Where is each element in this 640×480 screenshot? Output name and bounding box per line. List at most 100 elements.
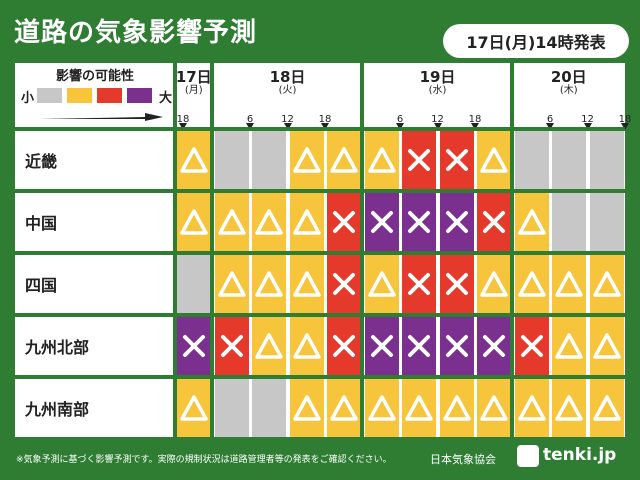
triangle-icon: [480, 271, 508, 297]
forecast-cell: [327, 131, 361, 189]
triangle-icon: [480, 395, 508, 421]
forecast-cell: [364, 255, 399, 313]
forecast-cell: [439, 379, 474, 437]
region-label: 中国: [15, 191, 175, 253]
triangle-icon: [480, 147, 508, 173]
legend-high-label: 大: [159, 91, 173, 106]
forecast-cell: [252, 255, 286, 313]
hour-label: 18: [468, 114, 482, 125]
forecast-cell: [214, 379, 249, 437]
forecast-cell: [477, 379, 511, 437]
forecast-cell: [552, 193, 586, 251]
forecast-cell: [514, 317, 549, 375]
hour-tick-icon: [283, 123, 292, 130]
page-title: 道路の気象影響予測: [14, 18, 258, 48]
forecast-cell: [477, 193, 511, 251]
legend-arrow-icon: [39, 113, 163, 121]
hour-label: 6: [396, 114, 404, 125]
triangle-icon: [180, 147, 208, 173]
row-divider: [15, 251, 625, 255]
forecast-cell: [514, 379, 549, 437]
triangle-icon: [292, 271, 321, 297]
forecast-cell: [477, 255, 511, 313]
region-label: 四国: [15, 253, 175, 315]
forecast-cell: [402, 193, 436, 251]
region-label: 九州北部: [15, 315, 175, 377]
forecast-cell: [177, 317, 211, 375]
cross-icon: [408, 273, 430, 295]
forecast-cell: [289, 379, 324, 437]
forecast-cell: [589, 131, 624, 189]
day-divider: [510, 63, 514, 441]
forecast-cell: [214, 193, 249, 251]
cross-icon: [333, 335, 355, 357]
cross-icon: [370, 211, 393, 233]
triangle-icon: [292, 333, 321, 359]
forecast-cell: [552, 379, 586, 437]
hour-label: 18: [318, 114, 332, 125]
triangle-icon: [517, 395, 546, 421]
triangle-icon: [442, 395, 471, 421]
day-divider: [360, 63, 364, 441]
forecast-cell: [364, 193, 399, 251]
row-divider: [15, 127, 625, 131]
triangle-icon: [555, 271, 583, 297]
triangle-icon: [217, 209, 246, 235]
cross-icon: [370, 335, 393, 357]
hour-tick-icon: [396, 123, 404, 130]
cross-icon: [183, 335, 205, 357]
day-weekday: (月): [184, 85, 203, 96]
triangle-icon: [517, 271, 546, 297]
hour-tick-icon: [621, 123, 629, 130]
forecast-cell: [289, 317, 324, 375]
triangle-icon: [367, 395, 396, 421]
day-weekday: (木): [559, 85, 578, 96]
triangle-icon: [292, 209, 321, 235]
day-header: 18日 (火): [212, 63, 363, 111]
brand-name: tenki.jp: [543, 445, 617, 465]
day-header: 17日 (月): [175, 63, 213, 111]
forecast-cell: [439, 193, 474, 251]
hour-label: 12: [431, 114, 444, 125]
forecast-cell: [439, 131, 474, 189]
forecast-cell: [477, 317, 511, 375]
organization-name: 日本気象協会: [430, 453, 496, 466]
forecast-cell: [252, 379, 286, 437]
forecast-cell: [327, 193, 361, 251]
forecast-cell: [514, 131, 549, 189]
hour-label: 18: [176, 114, 190, 125]
cross-icon: [445, 149, 468, 171]
hour-tick-icon: [246, 123, 254, 130]
cross-icon: [445, 273, 468, 295]
footnote: ※気象予測に基づく影響予測です。実際の規制状況は道路管理者等の発表をご確認くださ…: [16, 455, 392, 465]
hour-tick-icon: [471, 123, 479, 130]
forecast-cell: [177, 193, 211, 251]
triangle-icon: [555, 333, 583, 359]
hour-label: 6: [246, 114, 254, 125]
day-header: 20日 (木): [512, 63, 625, 111]
day-divider: [173, 63, 177, 441]
forecast-cell: [327, 317, 361, 375]
triangle-icon: [255, 271, 283, 297]
triangle-icon: [592, 271, 621, 297]
forecast-cell: [402, 131, 436, 189]
forecast-cell: [364, 317, 399, 375]
forecast-cell: [402, 255, 436, 313]
legend-title: 影響の可能性: [55, 69, 134, 84]
cross-icon: [520, 335, 543, 357]
forecast-cell: [252, 317, 286, 375]
forecast-cell: [289, 255, 324, 313]
day-weekday: (水): [428, 85, 447, 96]
forecast-cell: [589, 379, 624, 437]
forecast-cell: [402, 317, 436, 375]
forecast-cell: [552, 131, 586, 189]
forecast-cell: [177, 255, 211, 313]
forecast-cell: [177, 131, 211, 189]
forecast-cell: [289, 131, 324, 189]
row-divider: [15, 313, 625, 317]
forecast-cell: [214, 317, 249, 375]
cross-icon: [483, 211, 505, 233]
triangle-icon: [255, 333, 283, 359]
hour-tick-icon: [321, 123, 329, 130]
triangle-icon: [255, 209, 283, 235]
